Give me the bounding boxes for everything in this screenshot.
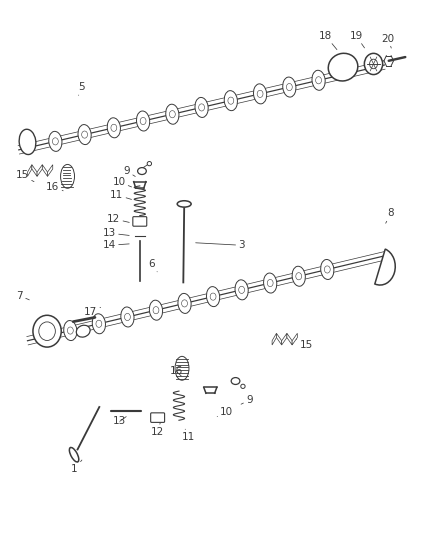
Text: 10: 10 [112, 176, 131, 187]
Ellipse shape [364, 53, 383, 75]
Ellipse shape [231, 377, 240, 384]
Ellipse shape [321, 260, 334, 279]
Ellipse shape [235, 280, 248, 300]
Polygon shape [287, 333, 292, 345]
Text: 15: 15 [294, 338, 313, 350]
Polygon shape [272, 333, 276, 345]
Polygon shape [292, 333, 297, 345]
Ellipse shape [328, 53, 358, 81]
Text: 14: 14 [102, 240, 129, 251]
Text: 3: 3 [196, 240, 245, 251]
Ellipse shape [312, 70, 325, 90]
Text: 9: 9 [241, 395, 253, 405]
Polygon shape [37, 165, 42, 176]
Ellipse shape [264, 273, 277, 293]
FancyBboxPatch shape [151, 413, 165, 422]
Ellipse shape [69, 448, 79, 462]
FancyBboxPatch shape [133, 216, 147, 226]
Text: 7: 7 [16, 290, 29, 301]
Text: 8: 8 [386, 208, 394, 223]
Text: 9: 9 [124, 166, 135, 176]
Text: 11: 11 [110, 190, 131, 200]
Ellipse shape [138, 167, 146, 174]
Ellipse shape [149, 300, 162, 320]
Text: 12: 12 [151, 423, 164, 437]
Ellipse shape [224, 91, 237, 111]
Polygon shape [32, 165, 37, 176]
Text: 20: 20 [381, 34, 395, 48]
Ellipse shape [241, 384, 245, 389]
Polygon shape [276, 333, 282, 345]
Text: 10: 10 [217, 407, 233, 417]
Text: 19: 19 [350, 31, 364, 48]
Ellipse shape [76, 325, 90, 337]
Ellipse shape [64, 320, 77, 341]
Text: 17: 17 [84, 306, 101, 317]
Ellipse shape [49, 131, 62, 151]
Ellipse shape [178, 293, 191, 313]
Text: 16: 16 [170, 367, 183, 376]
Ellipse shape [137, 111, 150, 131]
Ellipse shape [147, 161, 152, 166]
Ellipse shape [19, 130, 36, 155]
Polygon shape [28, 165, 32, 176]
Polygon shape [42, 165, 47, 176]
Ellipse shape [92, 314, 106, 334]
Ellipse shape [78, 125, 91, 144]
Ellipse shape [107, 118, 120, 138]
Ellipse shape [195, 98, 208, 117]
Text: 13: 13 [102, 228, 129, 238]
Ellipse shape [121, 307, 134, 327]
Text: 13: 13 [113, 416, 127, 426]
Polygon shape [47, 165, 53, 176]
Text: 1: 1 [71, 460, 82, 474]
Ellipse shape [283, 77, 296, 97]
Wedge shape [375, 249, 395, 285]
Ellipse shape [177, 201, 191, 207]
Ellipse shape [254, 84, 267, 104]
Text: 16: 16 [46, 182, 63, 192]
Text: 15: 15 [16, 171, 34, 182]
Ellipse shape [206, 287, 220, 306]
Text: 6: 6 [148, 259, 157, 272]
Polygon shape [282, 333, 287, 345]
Text: 18: 18 [319, 31, 337, 50]
Ellipse shape [33, 316, 61, 347]
Text: 11: 11 [182, 429, 195, 442]
Text: 5: 5 [78, 82, 85, 95]
Ellipse shape [292, 266, 305, 286]
Ellipse shape [166, 104, 179, 124]
Text: 12: 12 [107, 214, 129, 224]
